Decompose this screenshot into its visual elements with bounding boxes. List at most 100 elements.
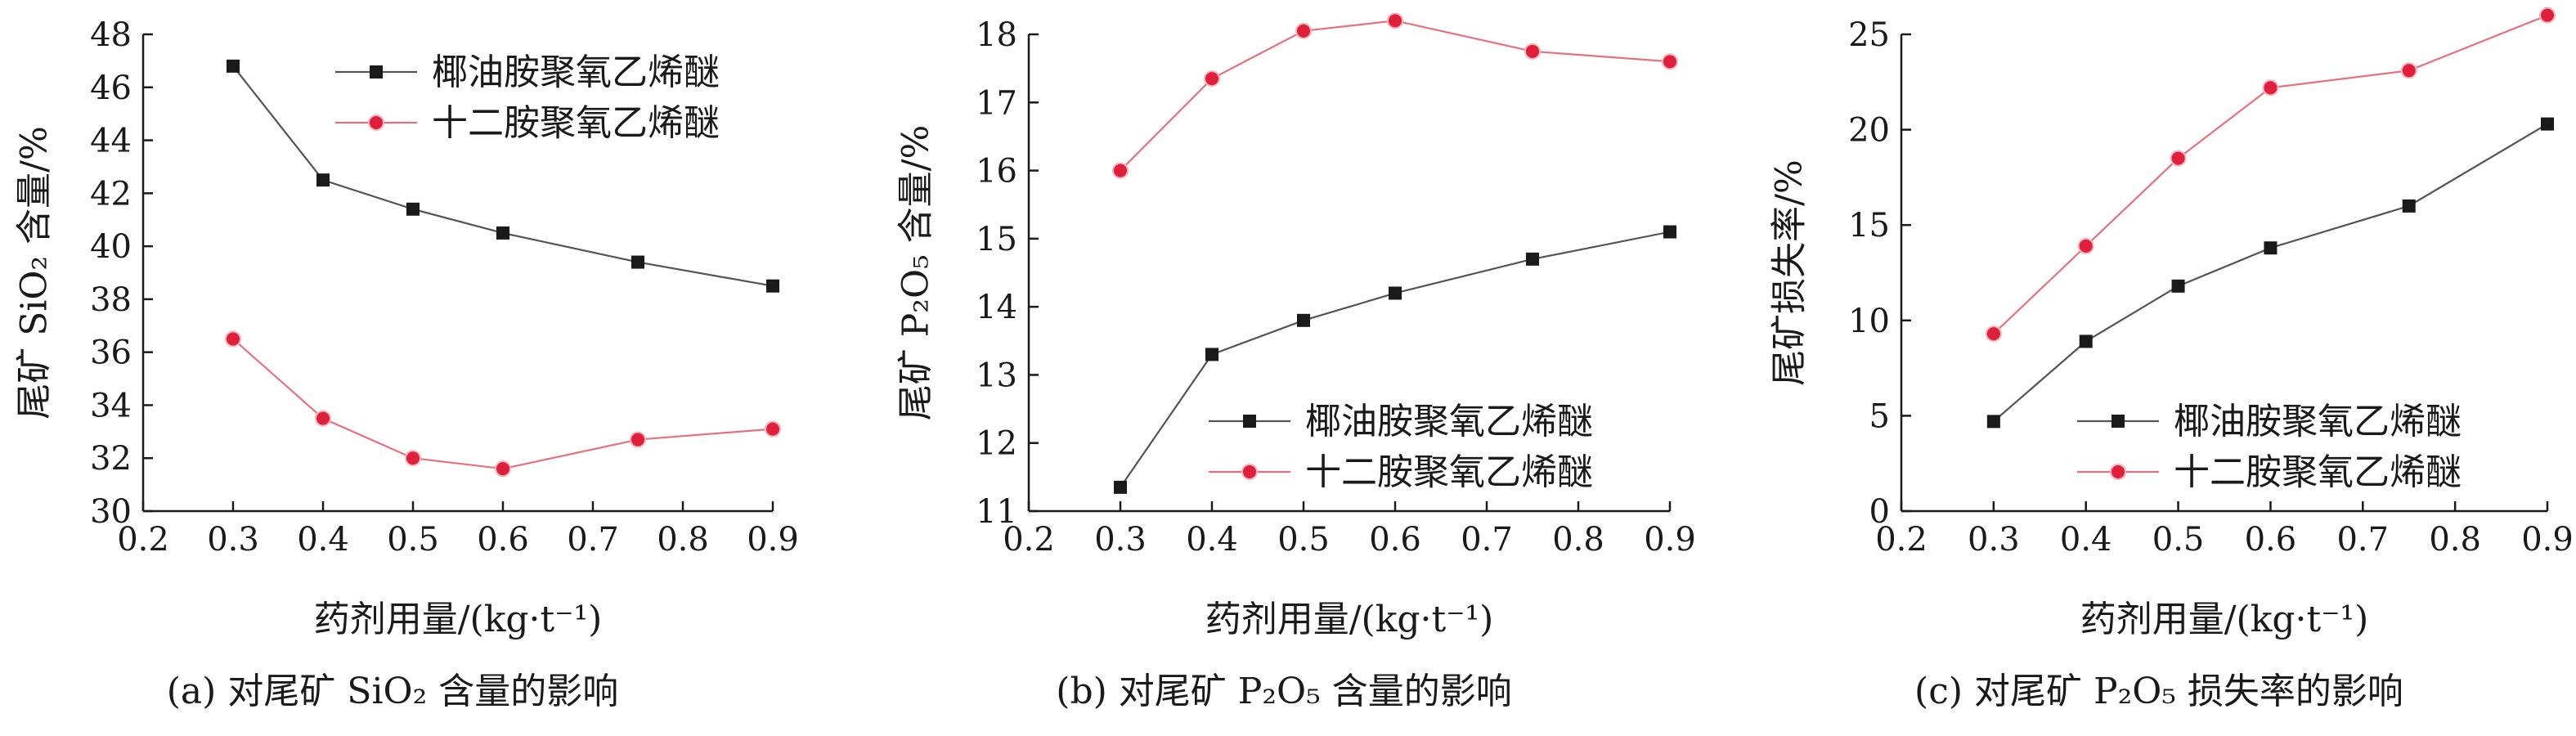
x-tick-label: 0.7 [567, 521, 619, 559]
x-tick-label: 0.3 [1968, 521, 2020, 559]
data-point-circle [630, 431, 646, 448]
x-tick-label: 0.4 [1186, 521, 1238, 559]
legend-marker-circle [2110, 464, 2126, 480]
data-point-square [2079, 334, 2093, 348]
data-point-square [1986, 415, 2000, 429]
legend-marker-square [1243, 415, 1256, 428]
x-tick-label: 0.5 [2152, 521, 2205, 559]
y-tick-label: 40 [90, 228, 132, 266]
y-tick-label: 25 [1848, 16, 1890, 54]
y-axis-label: 尾矿损失率/% [1769, 159, 1811, 386]
data-point-circle [1295, 22, 1312, 39]
legend-label-2: 十二胺聚氧乙烯醚 [1305, 451, 1593, 493]
y-tick-label: 20 [1848, 112, 1890, 150]
y-tick-label: 36 [90, 334, 132, 372]
legend-marker-circle [368, 114, 384, 131]
y-tick-label: 0 [1869, 493, 1890, 531]
x-axis-label: 药剂用量/(kg·t⁻¹) [1205, 599, 1494, 640]
x-tick-label: 0.3 [207, 521, 259, 559]
data-point-circle [315, 410, 331, 427]
x-tick-label: 0.6 [477, 521, 529, 559]
y-tick-label: 34 [90, 387, 132, 424]
x-tick-label: 0.2 [1875, 521, 1928, 559]
data-point-circle [2077, 237, 2094, 254]
series-line-1 [1120, 231, 1671, 488]
y-tick-label: 15 [1848, 207, 1890, 245]
series-line-1 [232, 65, 774, 287]
data-point-square [2264, 241, 2278, 255]
x-tick-label: 0.4 [297, 521, 349, 559]
data-point-circle [405, 450, 421, 467]
legend-label-1: 椰油胺聚氧乙烯醚 [2174, 401, 2462, 442]
x-tick-label: 0.7 [2336, 521, 2389, 559]
data-point-circle [2400, 62, 2417, 79]
x-tick-label: 0.6 [1369, 521, 1421, 559]
y-tick-label: 5 [1869, 397, 1890, 435]
data-point-square [316, 173, 330, 187]
data-point-circle [2262, 79, 2279, 96]
data-point-circle [1387, 12, 1403, 29]
data-point-square [227, 59, 240, 73]
series-line-1 [1993, 123, 2548, 423]
data-point-circle [225, 330, 241, 348]
data-point-square [2541, 117, 2554, 131]
legend-marker-circle [1241, 464, 1258, 480]
x-tick-label: 0.2 [1003, 521, 1055, 559]
x-axis-label: 药剂用量/(kg·t⁻¹) [314, 599, 603, 640]
legend-marker-square [2112, 415, 2125, 428]
y-tick-label: 15 [976, 221, 1017, 258]
data-point-square [1205, 348, 1218, 361]
data-point-circle [1524, 43, 1541, 60]
x-tick-label: 0.2 [117, 521, 169, 559]
data-point-circle [1112, 162, 1129, 179]
data-point-circle [1662, 53, 1678, 70]
x-tick-label: 0.5 [1277, 521, 1330, 559]
series-line-2 [1120, 20, 1671, 172]
data-point-circle [1204, 70, 1220, 88]
panel-caption: (a) 对尾矿 SiO₂ 含量的影响 [167, 671, 618, 712]
data-point-square [496, 226, 509, 240]
y-tick-label: 42 [90, 175, 132, 213]
data-point-square [1389, 286, 1402, 300]
y-tick-label: 46 [90, 70, 132, 107]
legend-marker-square [370, 65, 383, 79]
y-axis-label: 尾矿 P₂O₅ 含量/% [895, 125, 937, 421]
y-tick-label: 18 [976, 16, 1017, 54]
x-tick-label: 0.8 [657, 521, 709, 559]
data-point-square [631, 255, 644, 269]
y-tick-label: 11 [976, 493, 1017, 531]
y-tick-label: 17 [976, 84, 1017, 122]
data-point-square [766, 279, 779, 293]
legend-label-1: 椰油胺聚氧乙烯醚 [432, 52, 720, 93]
y-tick-label: 12 [976, 425, 1017, 463]
y-axis-label: 尾矿 SiO₂ 含量/% [14, 126, 56, 420]
x-tick-label: 0.5 [387, 521, 439, 559]
x-tick-label: 0.6 [2245, 521, 2297, 559]
y-tick-label: 30 [90, 493, 132, 531]
y-tick-label: 16 [976, 153, 1017, 191]
y-tick-label: 38 [90, 281, 132, 319]
y-tick-label: 48 [90, 16, 132, 54]
data-point-square [2402, 199, 2416, 213]
data-point-square [2171, 279, 2185, 293]
panel-caption: (b) 对尾矿 P₂O₅ 含量的影响 [1056, 671, 1511, 712]
y-tick-label: 44 [90, 123, 132, 160]
legend-label-1: 椰油胺聚氧乙烯醚 [1305, 401, 1593, 442]
data-point-circle [495, 460, 511, 478]
x-tick-label: 0.4 [2060, 521, 2112, 559]
legend-label-2: 十二胺聚氧乙烯醚 [432, 102, 720, 144]
x-tick-label: 0.9 [747, 521, 799, 559]
data-point-square [1297, 313, 1310, 327]
y-tick-label: 10 [1848, 303, 1890, 340]
data-point-circle [2170, 150, 2187, 167]
x-tick-label: 0.9 [2521, 521, 2574, 559]
data-point-circle [2539, 7, 2556, 24]
x-axis-label: 药剂用量/(kg·t⁻¹) [2080, 599, 2369, 640]
data-point-square [406, 202, 420, 216]
x-tick-label: 0.7 [1461, 521, 1513, 559]
series-line-2 [232, 338, 774, 470]
x-tick-label: 0.3 [1094, 521, 1147, 559]
y-tick-label: 14 [976, 289, 1017, 326]
x-tick-label: 0.8 [1552, 521, 1604, 559]
